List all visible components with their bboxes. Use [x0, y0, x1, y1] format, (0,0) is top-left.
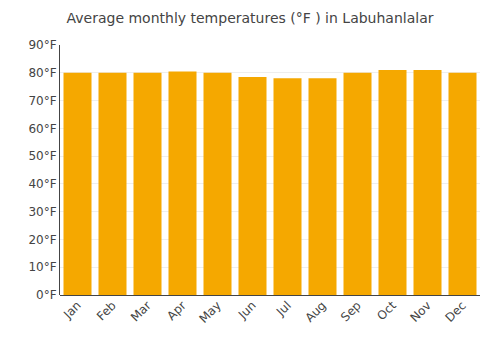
svg-text:Jun: Jun	[235, 298, 259, 322]
svg-text:80°F: 80°F	[28, 66, 56, 80]
svg-text:Dec: Dec	[443, 298, 469, 324]
svg-text:Sep: Sep	[338, 298, 364, 324]
svg-text:20°F: 20°F	[28, 233, 56, 247]
svg-text:Nov: Nov	[407, 298, 433, 324]
svg-text:60°F: 60°F	[28, 122, 56, 136]
svg-text:30°F: 30°F	[28, 205, 56, 219]
svg-text:Feb: Feb	[94, 298, 119, 323]
svg-text:90°F: 90°F	[28, 38, 56, 52]
svg-text:Oct: Oct	[374, 298, 399, 323]
svg-text:Jul: Jul	[273, 298, 294, 319]
svg-text:Aug: Aug	[302, 298, 328, 324]
svg-text:Apr: Apr	[164, 298, 189, 323]
svg-text:50°F: 50°F	[28, 149, 56, 163]
svg-text:10°F: 10°F	[28, 260, 56, 274]
svg-text:70°F: 70°F	[28, 94, 56, 108]
svg-text:May: May	[196, 298, 223, 325]
svg-text:Mar: Mar	[128, 298, 154, 324]
svg-text:Average monthly temperatures (: Average monthly temperatures (°F ) in La…	[67, 10, 434, 26]
svg-text:0°F: 0°F	[36, 288, 57, 302]
svg-text:40°F: 40°F	[28, 177, 56, 191]
svg-text:Jan: Jan	[60, 298, 84, 322]
